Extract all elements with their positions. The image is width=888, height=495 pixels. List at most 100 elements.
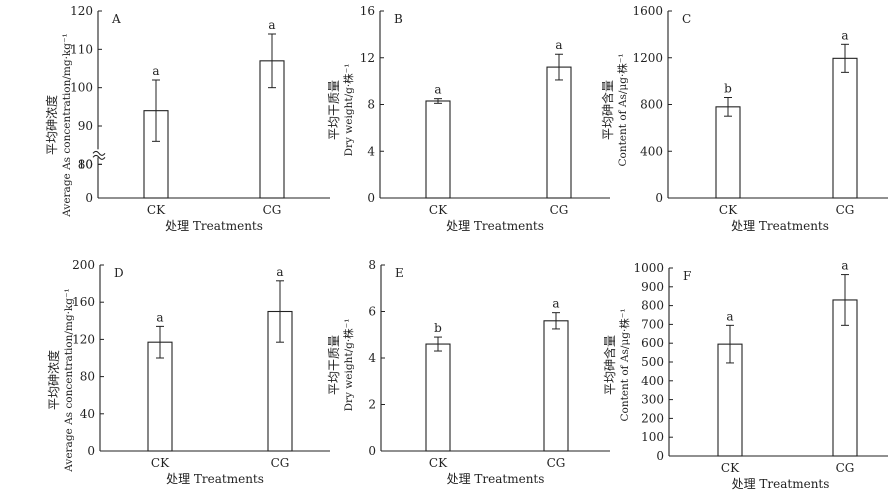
category-label: CK [151,456,170,470]
y-tick-label: 200 [72,258,95,272]
category-label: CK [429,203,448,217]
y-tick-label: 0 [656,449,664,463]
y-tick-label: 4 [368,351,376,365]
x-axis-label: 处理 Treatments [446,219,544,233]
x-axis-label: 处理 Treatments [732,477,830,491]
y-tick-label: 12 [360,51,375,65]
panel-letter: B [394,12,403,26]
y-tick-label: 6 [368,305,376,319]
y-tick-label: 4 [367,144,375,158]
significance-letter: a [841,259,848,273]
x-axis-label: 处理 Treatments [447,472,545,486]
y-tick-label: 1600 [632,4,663,18]
y-tick-label: 8 [367,98,375,112]
significance-letter: a [841,28,848,42]
y-tick-label: 120 [72,332,95,346]
category-label: CK [721,461,740,475]
y-tick-label: 700 [641,317,664,331]
y-axis-label: 平均干质量 Dry weight/g·株⁻¹ [327,319,355,412]
x-axis-label: 处理 Treatments [166,472,264,486]
category-label: CK [429,456,448,470]
y-tick-label: 500 [641,355,664,369]
y-axis-label-en: Content of As/μg·株⁻¹ [616,53,629,166]
y-axis-label: 平均干质量 Dry weight/g·株⁻¹ [327,64,355,157]
category-label: CK [719,203,738,217]
category-label: CG [836,461,855,475]
y-tick-label: 300 [641,393,664,407]
panel-e: 0 2 4 6 8 b CK a CG E 处理 Treatments 平均干质量 Dry weight… [327,258,610,486]
panel-letter: A [111,12,121,26]
panel-letter: D [114,266,124,280]
y-axis-label-cn: 平均砷浓度 [46,350,61,410]
category-label: CG [550,203,569,217]
y-tick-label: 80 [80,370,95,384]
significance-letter: a [152,64,159,78]
x-axis-label: 处理 Treatments [731,219,829,233]
axis-break-mark [92,150,106,156]
y-axis-label-en: Average As concentration/mg·kg⁻¹ [63,288,75,473]
y-tick-label: 2 [368,398,376,412]
bar-ck [143,110,169,199]
y-axis-label-cn: 平均干质量 [327,80,341,140]
category-label: CG [271,456,290,470]
category-label: CG [547,456,566,470]
y-tick-label: 10 [78,157,93,171]
y-axis-label-cn: 平均砷浓度 [44,95,59,155]
y-tick-label: 900 [641,280,664,294]
y-tick-label: 1200 [632,51,663,65]
x-axis-label: 处理 Treatments [165,219,263,233]
y-tick-label: 8 [368,258,376,272]
y-tick-label: 16 [360,4,375,18]
significance-letter: a [276,265,283,279]
y-tick-label: 600 [641,336,664,350]
bar-cg [832,57,858,199]
panel-b: 0 4 8 12 16 a CK a CG B 处理 Treatments 平均干质量 Dry weig… [327,4,610,233]
panel-f: 0 100 200 300 400 500 600 700 800 900 1000 a CK a CG F 处… [602,259,888,491]
significance-letter: a [552,297,559,311]
y-axis-label: 平均砷含量 Content of As/μg·株⁻¹ [602,308,631,421]
panel-letter: F [683,269,691,283]
y-axis-label: 平均砷浓度 Average As concentration/mg·kg⁻¹ [46,288,75,473]
y-axis-label-cn: 平均砷含量 [600,80,615,140]
y-axis-label-cn: 平均砷含量 [602,335,617,395]
axis-break-mark [92,154,106,160]
y-axis-label: 平均砷浓度 Average As concentration/mg·kg⁻¹ [44,33,73,218]
significance-letter: a [268,18,275,32]
category-label: CK [147,203,166,217]
bar-ck [425,343,451,452]
y-tick-label: 400 [640,144,663,158]
y-axis-label-cn: 平均干质量 [327,335,341,395]
category-label: CG [836,203,855,217]
panel-d: 0 40 80 120 160 200 a CK a CG D 处理 Treatments 平均砷浓度 A… [46,258,330,486]
y-tick-label: 0 [367,191,375,205]
significance-letter: a [726,309,733,323]
y-tick-label: 400 [641,374,664,388]
significance-letter: a [555,38,562,52]
y-tick-label: 0 [85,191,93,205]
y-tick-label: 800 [640,98,663,112]
category-label: CG [263,203,282,217]
y-tick-label: 1000 [633,261,664,275]
significance-letter: a [156,310,163,324]
panel-letter: C [682,12,691,26]
y-tick-label: 0 [87,444,95,458]
y-tick-label: 800 [641,299,664,313]
y-axis-label-en: Dry weight/g·株⁻¹ [342,64,355,157]
y-tick-label: 100 [641,430,664,444]
y-tick-label: 110 [70,42,93,56]
bar-cg [546,66,572,199]
y-axis-label-en: Content of As/μg·株⁻¹ [618,308,631,421]
panel-c: 0 400 800 1200 1600 b CK a CG C 处理 Treatments 平均砷含量… [600,4,888,233]
panel-letter: E [395,266,404,280]
y-tick-label: 90 [78,119,93,133]
y-tick-label: 120 [70,4,93,18]
bar-ck [147,341,173,452]
y-axis-label: 平均砷含量 Content of As/μg·株⁻¹ [600,53,629,166]
significance-letter: b [434,321,442,335]
bar-ck [715,106,741,199]
significance-letter: b [724,81,732,95]
y-tick-label: 200 [641,411,664,425]
bar-ck [425,100,451,199]
